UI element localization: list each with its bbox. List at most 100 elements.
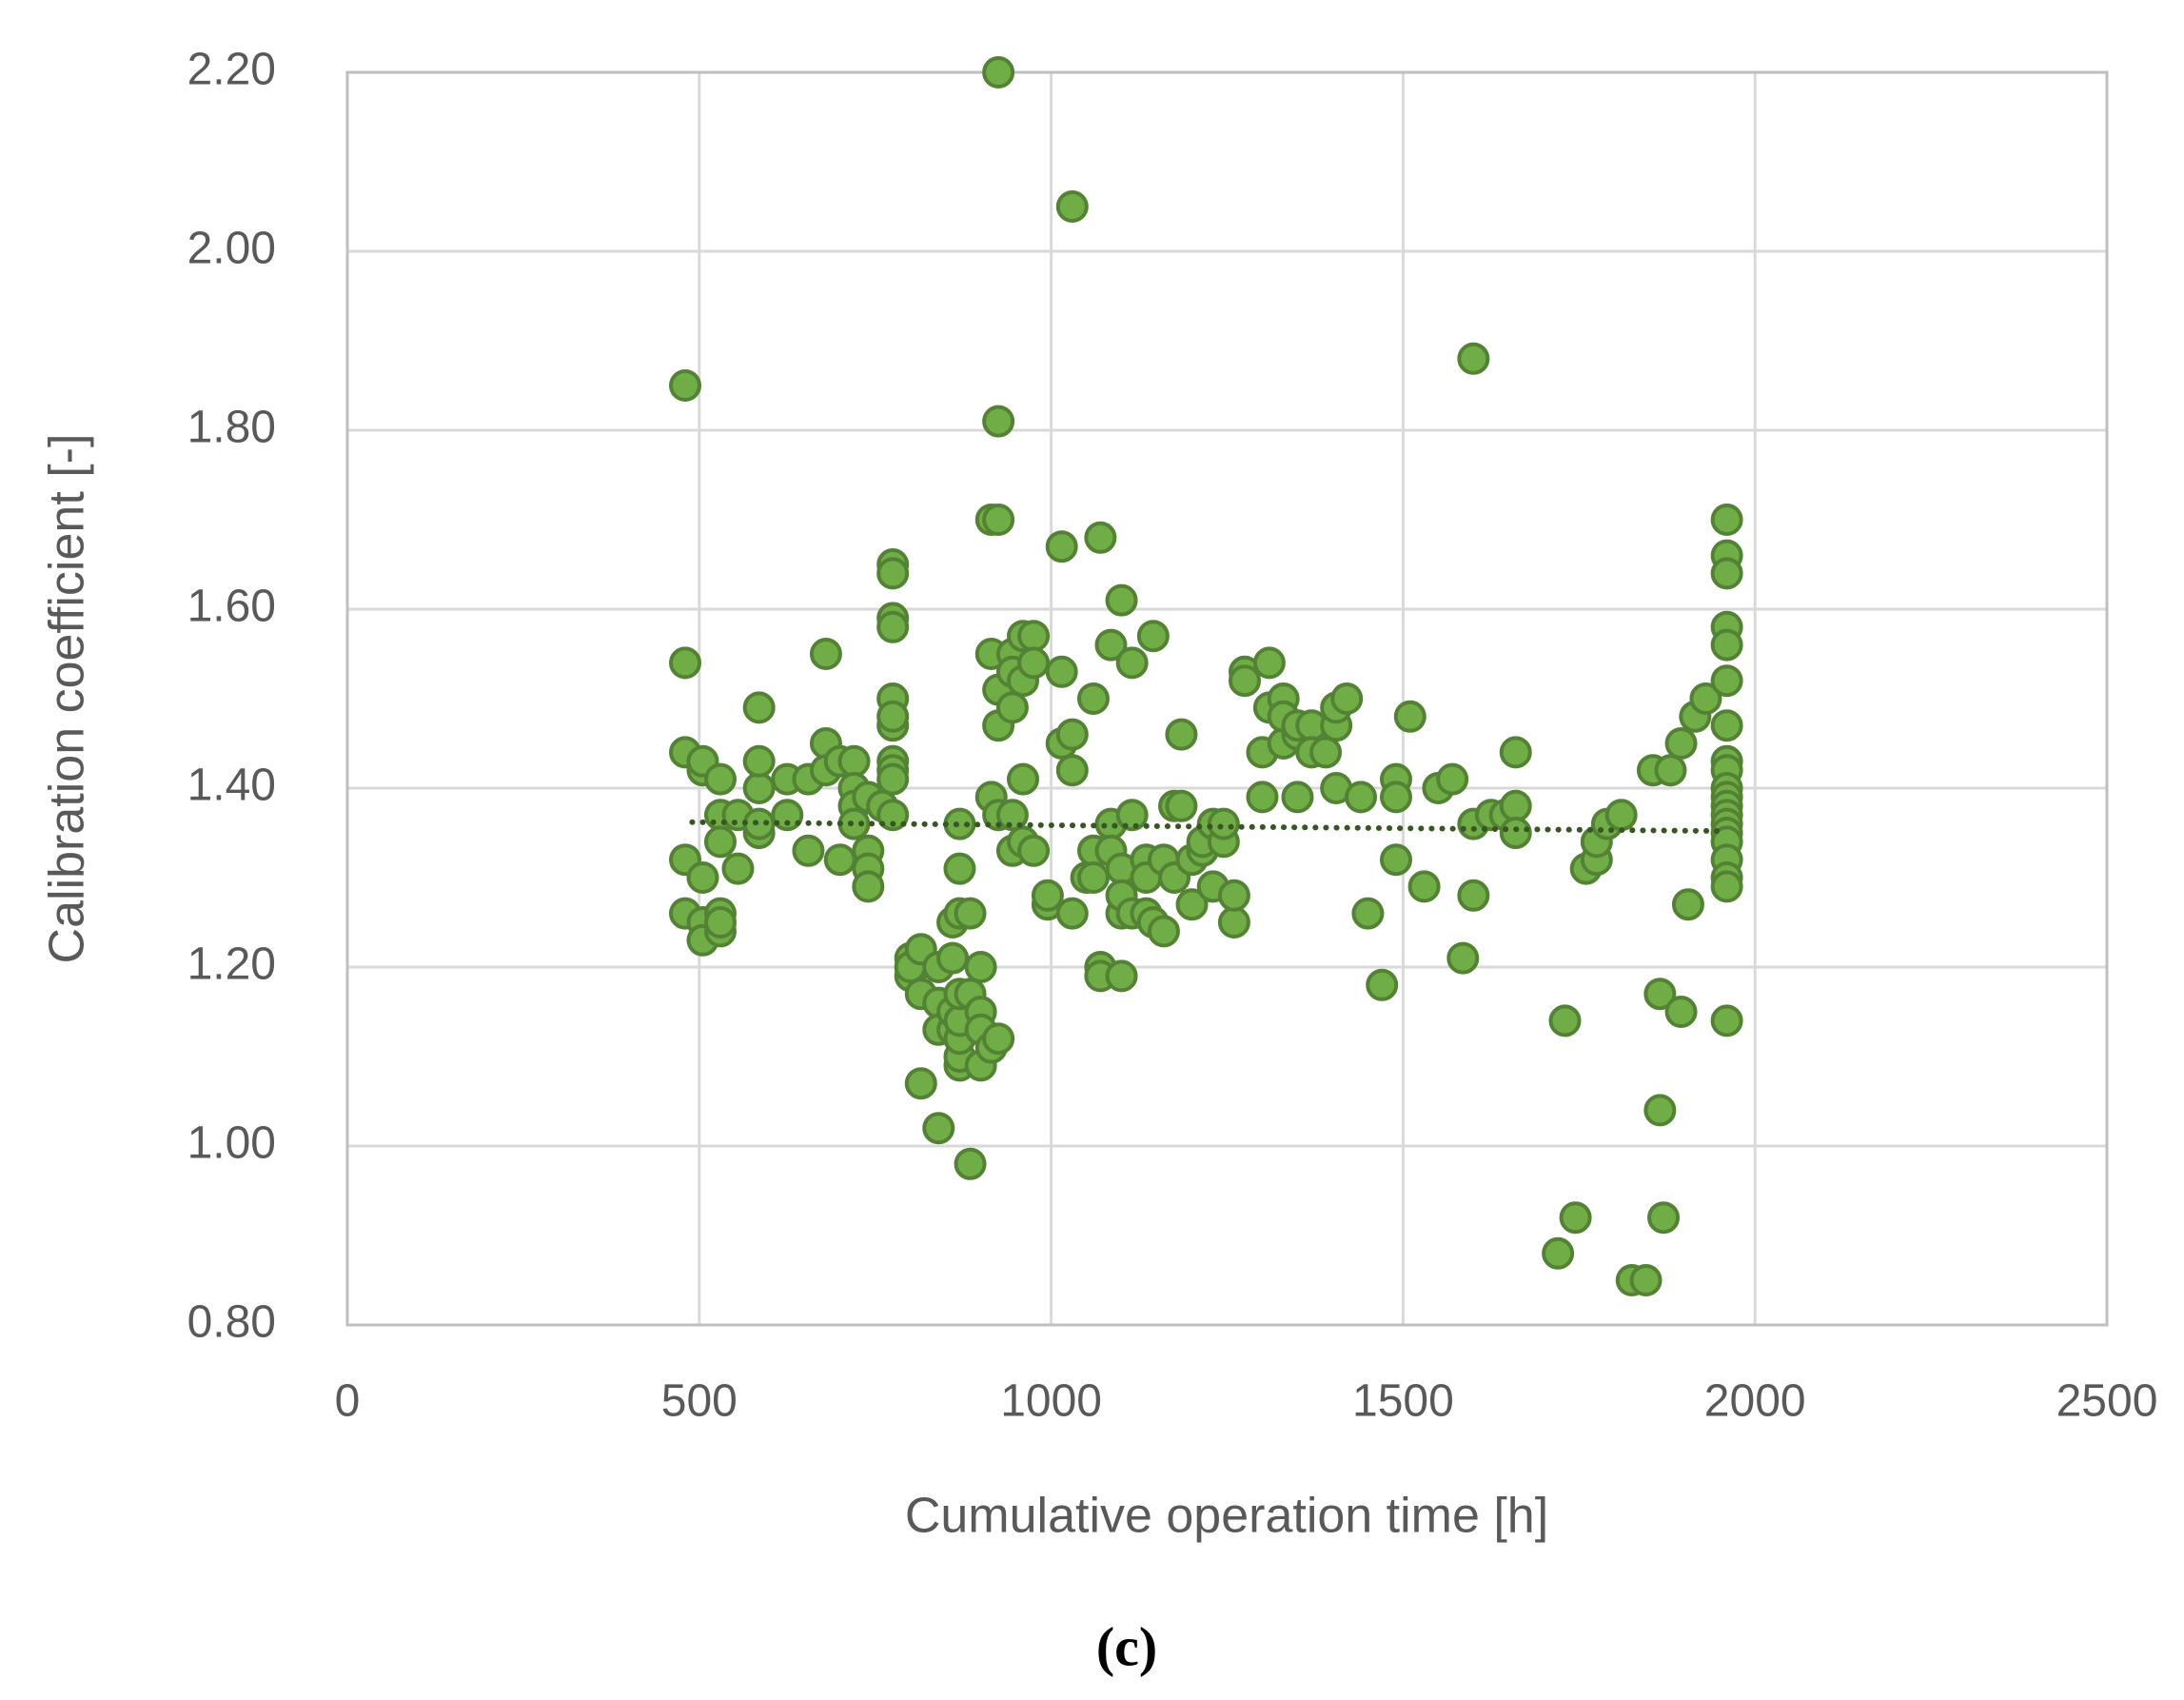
- data-point: [1710, 628, 1743, 662]
- data-point: [1017, 646, 1051, 680]
- data-point: [669, 369, 702, 402]
- data-point: [1207, 807, 1240, 840]
- data-point: [742, 691, 776, 724]
- data-point: [1710, 557, 1743, 590]
- data-point: [1055, 897, 1089, 930]
- data-point: [922, 1112, 955, 1145]
- data-point: [1330, 682, 1364, 715]
- data-point: [1017, 834, 1051, 867]
- data-point: [1105, 959, 1138, 993]
- y-tick-label: 2.00: [187, 224, 276, 274]
- data-point: [703, 825, 737, 859]
- trendline: [689, 819, 1730, 835]
- data-point: [1499, 736, 1532, 769]
- y-tick-label: 1.60: [187, 582, 276, 632]
- y-tick-label: 1.00: [187, 1118, 276, 1169]
- data-point: [1217, 906, 1250, 939]
- data-point: [1045, 530, 1078, 563]
- data-point: [876, 610, 910, 643]
- data-point: [686, 861, 719, 894]
- data-point: [1055, 718, 1089, 751]
- data-point: [1654, 754, 1687, 787]
- data-point: [1165, 718, 1198, 751]
- data-point: [1017, 620, 1051, 653]
- data-point: [721, 852, 755, 885]
- data-point: [1643, 1094, 1677, 1127]
- y-tick-label: 1.20: [187, 939, 276, 990]
- data-point: [1094, 628, 1128, 662]
- x-tick-label: 0: [335, 1376, 361, 1427]
- data-point: [1710, 504, 1743, 536]
- data-point: [1436, 762, 1469, 796]
- data-point: [1548, 1004, 1582, 1038]
- data-point: [1380, 843, 1413, 877]
- data-point: [1393, 700, 1426, 733]
- data-point: [982, 405, 1015, 438]
- data-point: [1309, 736, 1343, 769]
- data-point: [703, 762, 737, 796]
- x-tick-label: 1000: [1000, 1376, 1102, 1427]
- data-point: [1281, 781, 1314, 814]
- data-point: [1380, 781, 1413, 814]
- data-point: [1710, 1004, 1743, 1038]
- data-point: [1689, 682, 1722, 715]
- data-point: [852, 870, 885, 903]
- data-point: [1559, 1201, 1592, 1235]
- data-point: [1446, 941, 1480, 975]
- data-point: [1136, 620, 1170, 653]
- data-point: [1499, 789, 1532, 822]
- x-axis-title: Cumulative operation time [h]: [905, 1489, 1548, 1544]
- data-point: [1252, 646, 1286, 680]
- data-point: [1457, 879, 1490, 912]
- data-point: [1175, 888, 1209, 921]
- data-point: [1366, 968, 1399, 1001]
- data-point: [1664, 727, 1698, 760]
- data-point: [792, 834, 825, 867]
- data-point: [1055, 754, 1089, 787]
- x-tick-label: 500: [661, 1376, 738, 1427]
- data-point: [876, 700, 910, 733]
- x-tick-label: 2000: [1704, 1376, 1806, 1427]
- y-axis-title: Calibration coefficient [-]: [40, 434, 95, 964]
- y-tick-label: 1.80: [187, 403, 276, 453]
- data-point: [1542, 1236, 1575, 1270]
- data-point: [837, 744, 871, 778]
- data-point: [1457, 342, 1490, 375]
- data-point: [1147, 915, 1180, 948]
- data-point: [1710, 870, 1743, 903]
- data-point: [1647, 1201, 1681, 1235]
- data-point: [1604, 799, 1638, 832]
- data-point: [742, 772, 776, 804]
- data-point: [1165, 789, 1198, 822]
- data-point: [876, 557, 910, 590]
- data-point: [1055, 190, 1089, 223]
- data-point: [809, 638, 842, 670]
- data-point: [1643, 978, 1677, 1011]
- data-point: [943, 852, 976, 885]
- data-point: [995, 691, 1029, 724]
- data-point: [1407, 870, 1441, 903]
- y-tick-label: 0.80: [187, 1297, 276, 1348]
- data-point: [1115, 799, 1149, 832]
- data-point: [1115, 646, 1149, 680]
- data-point: [669, 646, 702, 680]
- data-point: [1007, 762, 1040, 796]
- data-point: [1031, 879, 1064, 912]
- data-point: [1664, 996, 1698, 1028]
- data-point: [1629, 1264, 1663, 1296]
- data-point: [1345, 781, 1378, 814]
- y-tick-label: 1.40: [187, 761, 276, 811]
- data-point: [1045, 655, 1078, 688]
- y-tick-label: 2.20: [187, 45, 276, 95]
- data-point: [703, 906, 737, 939]
- data-point: [876, 799, 910, 832]
- data-point: [982, 504, 1015, 536]
- data-point: [823, 843, 856, 877]
- data-point: [964, 951, 997, 983]
- data-point: [904, 1067, 937, 1100]
- data-point: [1217, 879, 1250, 912]
- data-point: [1499, 817, 1532, 849]
- data-point: [1084, 521, 1117, 554]
